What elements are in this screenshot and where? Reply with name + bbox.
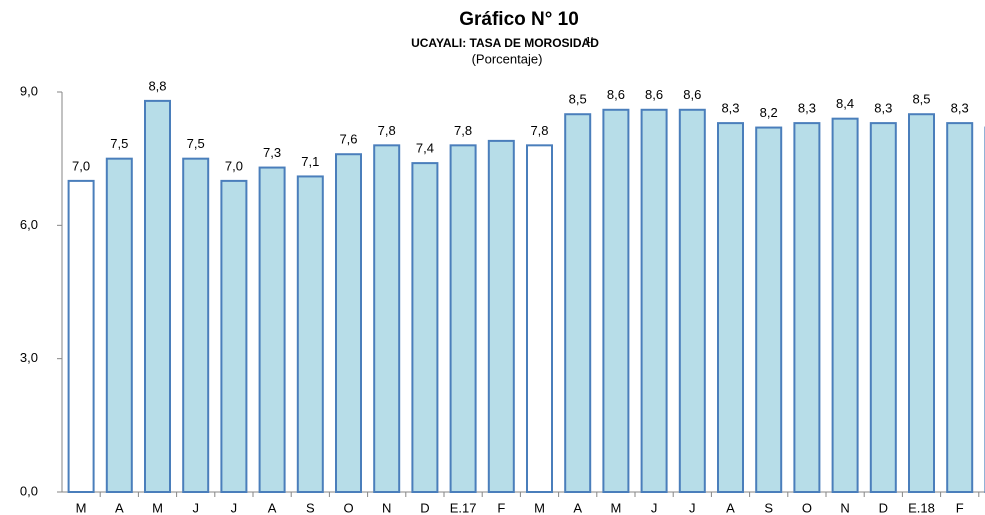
value-label: 7,0 bbox=[72, 158, 90, 173]
bar bbox=[908, 113, 935, 493]
bar bbox=[564, 113, 592, 493]
bar bbox=[182, 157, 210, 494]
value-label: 8,6 bbox=[607, 87, 625, 102]
value-label: 7,8 bbox=[530, 123, 548, 138]
subtitle-note: 1/ bbox=[586, 36, 593, 45]
x-tick-label: E.17 bbox=[450, 500, 477, 515]
value-label: 7,5 bbox=[187, 136, 205, 151]
x-tick-label: F bbox=[497, 500, 505, 515]
y-tick-label: 6,0 bbox=[20, 217, 38, 232]
bar bbox=[296, 175, 324, 493]
bar bbox=[105, 157, 133, 494]
x-tick-label: M bbox=[152, 500, 163, 515]
chart-subtitle: UCAYALI: TASA DE MOROSIDAD bbox=[411, 36, 599, 50]
bar bbox=[220, 179, 248, 493]
x-tick-label: A bbox=[573, 500, 582, 515]
value-label: 7,6 bbox=[339, 132, 357, 147]
bar bbox=[831, 117, 859, 494]
value-label: 8,5 bbox=[569, 92, 587, 107]
x-tick-label: S bbox=[764, 500, 773, 515]
x-tick-label: N bbox=[840, 500, 849, 515]
unit-label: (Porcentaje) bbox=[472, 51, 543, 66]
value-label: 8,6 bbox=[645, 87, 663, 102]
bar bbox=[869, 122, 897, 493]
bar bbox=[487, 139, 515, 493]
value-label: 7,0 bbox=[225, 158, 243, 173]
y-tick-label: 3,0 bbox=[20, 350, 38, 365]
value-label: 7,4 bbox=[416, 141, 434, 156]
bar bbox=[678, 108, 706, 494]
y-tick-label: 0,0 bbox=[20, 483, 38, 498]
x-tick-label: D bbox=[879, 500, 888, 515]
bar bbox=[411, 162, 439, 493]
bar bbox=[640, 108, 668, 494]
x-tick-label: M bbox=[76, 500, 87, 515]
chart-title: Gráfico N° 10 bbox=[459, 9, 579, 30]
x-tick-label: S bbox=[306, 500, 315, 515]
bar bbox=[144, 99, 171, 493]
value-label: 7,8 bbox=[378, 123, 396, 138]
y-tick-label: 9,0 bbox=[20, 83, 38, 98]
x-tick-label: O bbox=[343, 500, 353, 515]
x-tick-label: N bbox=[382, 500, 391, 515]
x-tick-label: J bbox=[689, 500, 696, 515]
value-label: 7,1 bbox=[301, 154, 319, 169]
bar bbox=[526, 144, 553, 493]
value-label: 8,3 bbox=[798, 101, 816, 116]
x-tick-label: F bbox=[956, 500, 964, 515]
x-tick-label: E.18 bbox=[908, 500, 935, 515]
value-label: 8,2 bbox=[760, 105, 778, 120]
x-tick-label: A bbox=[268, 500, 277, 515]
value-label: 8,3 bbox=[721, 101, 739, 116]
value-label: 7,5 bbox=[110, 136, 128, 151]
bar bbox=[717, 122, 744, 493]
bar bbox=[602, 108, 630, 494]
bar bbox=[449, 144, 477, 493]
x-tick-label: O bbox=[802, 500, 812, 515]
value-label: 8,5 bbox=[912, 92, 930, 107]
bar bbox=[755, 126, 783, 494]
value-label: 8,8 bbox=[148, 78, 166, 93]
x-tick-label: A bbox=[726, 500, 735, 515]
x-tick-label: M bbox=[610, 500, 621, 515]
value-label: 7,3 bbox=[263, 145, 281, 160]
bar bbox=[373, 144, 401, 493]
value-label: 8,3 bbox=[874, 101, 892, 116]
value-label: 8,4 bbox=[836, 96, 854, 111]
x-tick-label: A bbox=[115, 500, 124, 515]
x-tick-label: J bbox=[651, 500, 658, 515]
x-tick-label: D bbox=[420, 500, 429, 515]
x-tick-label: J bbox=[192, 500, 199, 515]
bar bbox=[67, 179, 95, 493]
value-label: 8,3 bbox=[951, 101, 969, 116]
bar bbox=[793, 122, 821, 493]
x-tick-label: M bbox=[534, 500, 545, 515]
bar bbox=[946, 122, 974, 493]
bar bbox=[258, 166, 286, 494]
x-tick-label: J bbox=[231, 500, 238, 515]
value-label: 8,6 bbox=[683, 87, 701, 102]
bar bbox=[335, 153, 362, 493]
value-label: 7,8 bbox=[454, 123, 472, 138]
